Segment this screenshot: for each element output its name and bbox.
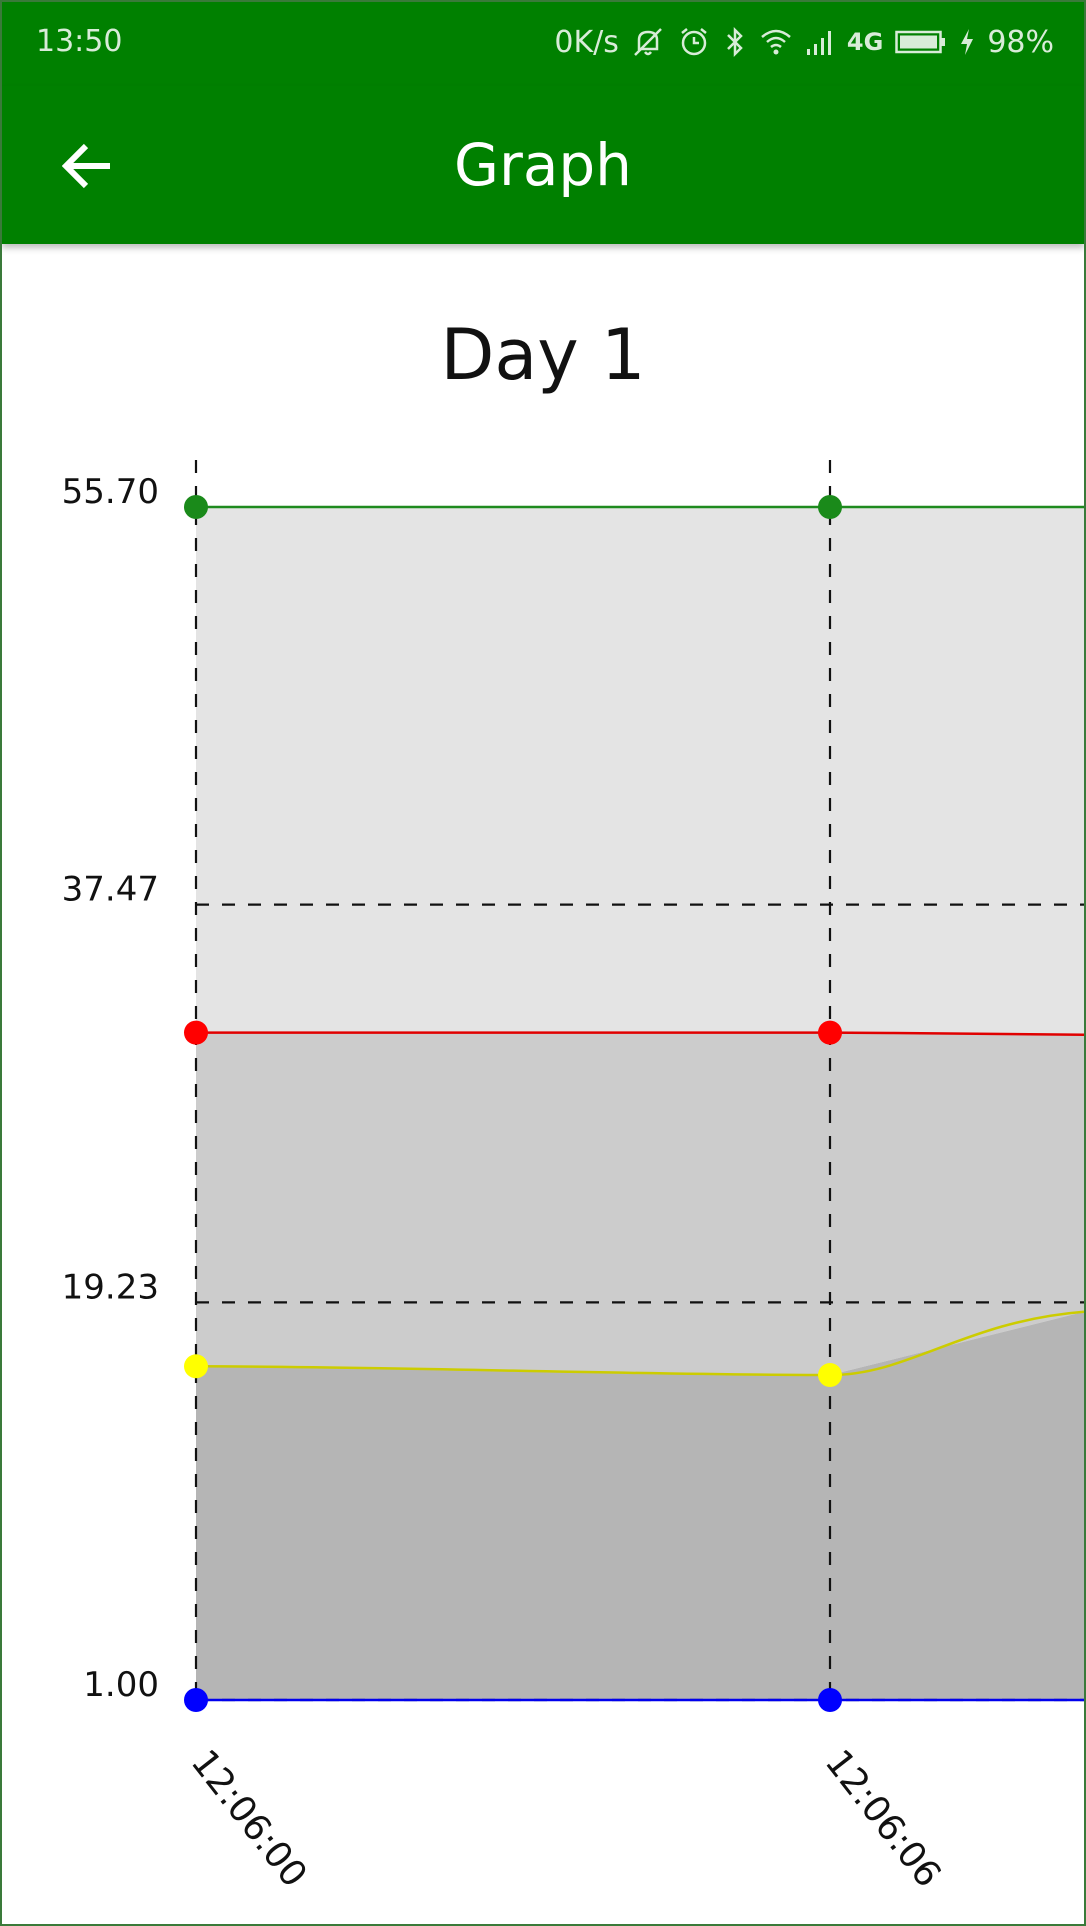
net-speed: 0K/s: [554, 24, 619, 60]
data-point: [184, 495, 208, 519]
charging-icon: [959, 27, 975, 57]
battery-level: 98%: [987, 24, 1054, 60]
battery-icon: [895, 29, 947, 55]
wifi-icon: [759, 27, 793, 57]
status-time: 13:50: [36, 24, 123, 59]
bluetooth-icon: [723, 25, 747, 59]
data-point: [818, 1020, 842, 1045]
data-point: [818, 1363, 842, 1388]
data-point: [818, 495, 842, 519]
y-tick-label: 1.00: [83, 1665, 159, 1705]
series-line-1: [196, 1031, 1084, 1037]
page-title: Graph: [454, 131, 632, 199]
chart-title: Day 1: [440, 314, 646, 396]
network-type: 4G: [846, 28, 884, 56]
y-tick-label: 55.70: [62, 472, 159, 512]
y-tick-label: 37.47: [62, 870, 159, 910]
app-bar: Graph: [2, 86, 1084, 244]
status-indicators: 0K/s 4G 98%: [554, 22, 1054, 62]
data-point: [818, 1688, 842, 1712]
data-point: [184, 1688, 208, 1712]
x-tick-label: 12:06:06: [817, 1742, 949, 1895]
status-bar: 13:50 0K/s 4G 98: [2, 2, 1084, 86]
data-point: [184, 1354, 208, 1379]
data-point: [184, 1020, 208, 1045]
area-band-1: [196, 1032, 1084, 1376]
area-band-0: [196, 507, 1084, 1035]
x-tick-label: 12:06:00: [183, 1742, 315, 1895]
y-tick-label: 19.23: [62, 1267, 159, 1307]
mute-icon: [631, 25, 665, 59]
arrow-left-icon: [62, 143, 110, 189]
back-button[interactable]: [48, 126, 128, 206]
series-line-2: [195, 1310, 1084, 1377]
alarm-icon: [677, 25, 711, 59]
area-band-2: [196, 1311, 1084, 1700]
signal-icon: [805, 27, 835, 57]
